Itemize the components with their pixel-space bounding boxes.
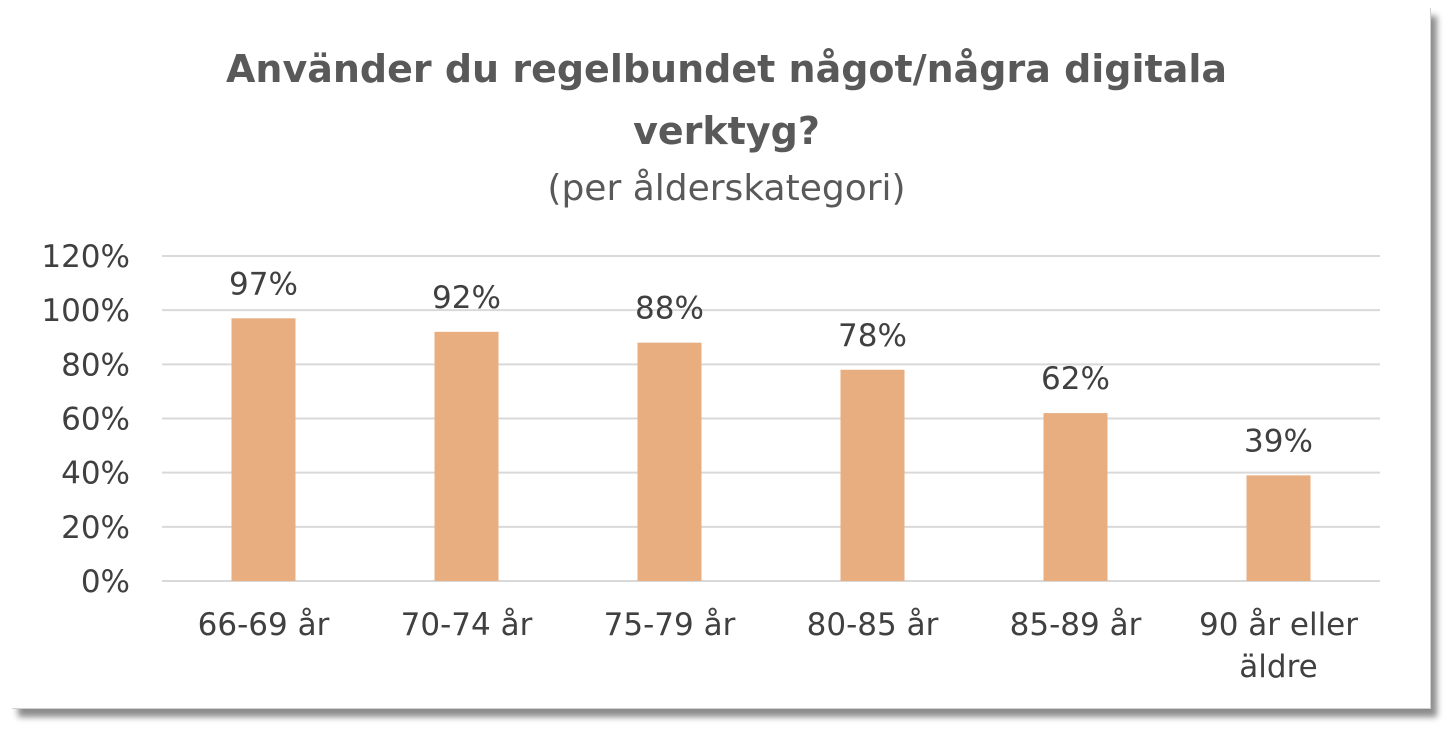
category-labels: 66-69 år 70-74 år 75-79 år 80-85 år 85-89 år… [198,607,1359,685]
data-label: 39% [1244,423,1313,459]
category-label: 75-79 år [604,607,736,643]
bar [231,318,296,581]
category-label: 70-74 år [401,607,533,643]
bars [231,318,1311,581]
y-tick-label: 100% [41,293,130,329]
chart-title: Använder du regelbundet något/några digi… [0,38,1453,216]
data-labels: 97% 92% 88% 78% 62% 39% [229,266,1313,459]
category-label: 85-89 år [1010,607,1142,643]
bar [840,369,905,581]
bar [434,331,499,581]
category-label: 80-85 år [807,607,939,643]
y-tick-label: 60% [61,402,130,438]
data-label: 78% [838,318,907,354]
y-tick-label: 40% [61,456,130,492]
chart-subtitle: (per ålderskategori) [547,168,906,209]
y-tick-label: 0% [81,564,130,600]
bar [1043,413,1108,581]
chart-title-line-2: verktyg? [633,109,820,153]
category-label: 66-69 år [198,607,330,643]
gridlines [162,255,1380,582]
bar [1246,475,1311,581]
data-label: 92% [432,280,501,316]
category-label: 90 år eller [1199,607,1358,643]
data-label: 97% [229,266,298,302]
data-label: 88% [635,291,704,327]
bar [637,342,702,581]
data-label: 62% [1041,361,1110,397]
y-tick-label: 80% [61,347,130,383]
chart-title-line-1: Använder du regelbundet något/några digi… [225,47,1228,91]
y-tick-label: 20% [61,510,130,546]
y-axis-ticks: 0% 20% 40% 60% 80% 100% 120% [41,239,130,600]
y-tick-label: 120% [41,239,130,275]
category-label: äldre [1239,649,1317,685]
